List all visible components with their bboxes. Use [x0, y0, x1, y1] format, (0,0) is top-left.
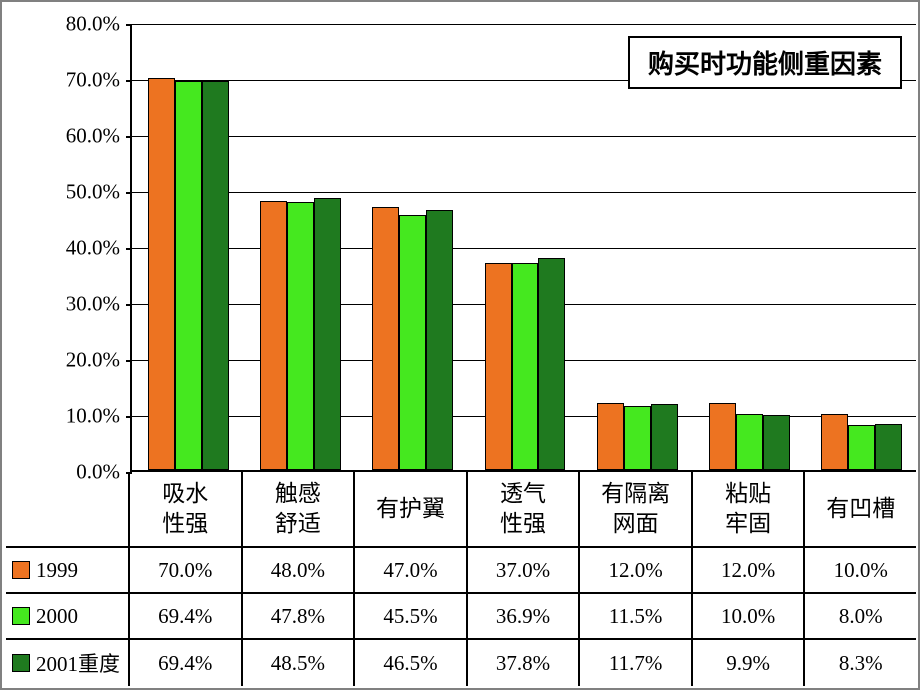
gridline — [132, 192, 916, 193]
data-cell: 37.0% — [468, 548, 581, 594]
legend-cell: 1999 — [6, 548, 130, 594]
y-axis-label: 20.0% — [10, 348, 120, 373]
legend-swatch — [12, 607, 30, 625]
bar — [848, 425, 875, 470]
y-tick — [126, 24, 132, 26]
x-axis-label: 触感舒适 — [243, 472, 356, 548]
chart-title: 购买时功能侧重因素 — [628, 36, 902, 89]
table-row: 199970.0%48.0%47.0%37.0%12.0%12.0%10.0% — [6, 548, 916, 594]
bar — [709, 403, 736, 470]
bar — [202, 81, 229, 470]
bar — [538, 258, 565, 470]
legend-swatch — [12, 561, 30, 579]
bar — [763, 415, 790, 470]
data-cell: 9.9% — [693, 640, 806, 686]
bar — [597, 403, 624, 470]
y-axis-label: 0.0% — [10, 460, 120, 485]
data-cells: 70.0%48.0%47.0%37.0%12.0%12.0%10.0% — [130, 548, 916, 594]
y-tick — [126, 192, 132, 194]
x-axis-label: 有隔离网面 — [580, 472, 693, 548]
data-cell: 10.0% — [805, 548, 916, 594]
legend-label: 2001重度 — [36, 648, 120, 678]
y-axis-label: 30.0% — [10, 292, 120, 317]
table-row: 2000 69.4%47.8%45.5%36.9%11.5%10.0%8.0% — [6, 594, 916, 640]
y-tick — [126, 136, 132, 138]
data-cell: 47.0% — [355, 548, 468, 594]
y-tick — [126, 248, 132, 250]
y-tick — [126, 416, 132, 418]
bar — [314, 198, 341, 470]
data-cell: 12.0% — [693, 548, 806, 594]
x-axis-label: 透气性强 — [468, 472, 581, 548]
data-table: 199970.0%48.0%47.0%37.0%12.0%12.0%10.0%2… — [6, 548, 916, 686]
bar — [512, 263, 539, 470]
x-labels-row: 吸水性强触感舒适有护翼透气性强有隔离网面粘贴牢固有凹槽 — [130, 472, 916, 548]
data-cell: 8.3% — [805, 640, 916, 686]
legend-label: 2000 — [36, 604, 78, 629]
y-axis-label: 50.0% — [10, 180, 120, 205]
bar — [875, 424, 902, 470]
y-axis-label: 80.0% — [10, 12, 120, 37]
data-cell: 12.0% — [580, 548, 693, 594]
x-axis-label: 有护翼 — [355, 472, 468, 548]
bar — [651, 404, 678, 470]
data-cell: 37.8% — [468, 640, 581, 686]
bar — [426, 210, 453, 470]
y-axis-label: 40.0% — [10, 236, 120, 261]
data-cell: 45.5% — [355, 594, 468, 640]
bar — [260, 201, 287, 470]
data-cell: 48.0% — [243, 548, 356, 594]
legend-cell: 2001重度 — [6, 640, 130, 686]
plot-area — [130, 24, 916, 472]
data-cells: 69.4%48.5%46.5%37.8%11.7%9.9%8.3% — [130, 640, 916, 686]
bar — [624, 406, 651, 470]
data-cell: 11.5% — [580, 594, 693, 640]
legend-cell: 2000 — [6, 594, 130, 640]
bar — [372, 207, 399, 470]
table-row: 2001重度 69.4%48.5%46.5%37.8%11.7%9.9%8.3% — [6, 640, 916, 686]
data-cell: 46.5% — [355, 640, 468, 686]
bar — [736, 414, 763, 470]
data-cell: 8.0% — [805, 594, 916, 640]
data-cell: 11.7% — [580, 640, 693, 686]
bar — [287, 202, 314, 470]
data-cell: 36.9% — [468, 594, 581, 640]
legend-label: 1999 — [36, 558, 78, 583]
bar — [485, 263, 512, 470]
data-cell: 10.0% — [693, 594, 806, 640]
x-axis-label: 有凹槽 — [805, 472, 916, 548]
y-axis-label: 60.0% — [10, 124, 120, 149]
y-tick — [126, 360, 132, 362]
y-axis-label: 70.0% — [10, 68, 120, 93]
x-axis-label: 粘贴牢固 — [693, 472, 806, 548]
bar — [821, 414, 848, 470]
data-cell: 69.4% — [130, 640, 243, 686]
y-axis-label: 10.0% — [10, 404, 120, 429]
data-cell: 47.8% — [243, 594, 356, 640]
legend-swatch — [12, 654, 30, 672]
data-cells: 69.4%47.8%45.5%36.9%11.5%10.0%8.0% — [130, 594, 916, 640]
data-cell: 69.4% — [130, 594, 243, 640]
bar — [148, 78, 175, 470]
y-tick — [126, 80, 132, 82]
y-tick — [126, 304, 132, 306]
bar — [399, 215, 426, 470]
chart-container: 购买时功能侧重因素 吸水性强触感舒适有护翼透气性强有隔离网面粘贴牢固有凹槽 19… — [0, 0, 920, 690]
data-cell: 70.0% — [130, 548, 243, 594]
gridline — [132, 248, 916, 249]
bar — [175, 81, 202, 470]
data-cell: 48.5% — [243, 640, 356, 686]
gridline — [132, 24, 916, 25]
x-axis-label: 吸水性强 — [130, 472, 243, 548]
gridline — [132, 136, 916, 137]
